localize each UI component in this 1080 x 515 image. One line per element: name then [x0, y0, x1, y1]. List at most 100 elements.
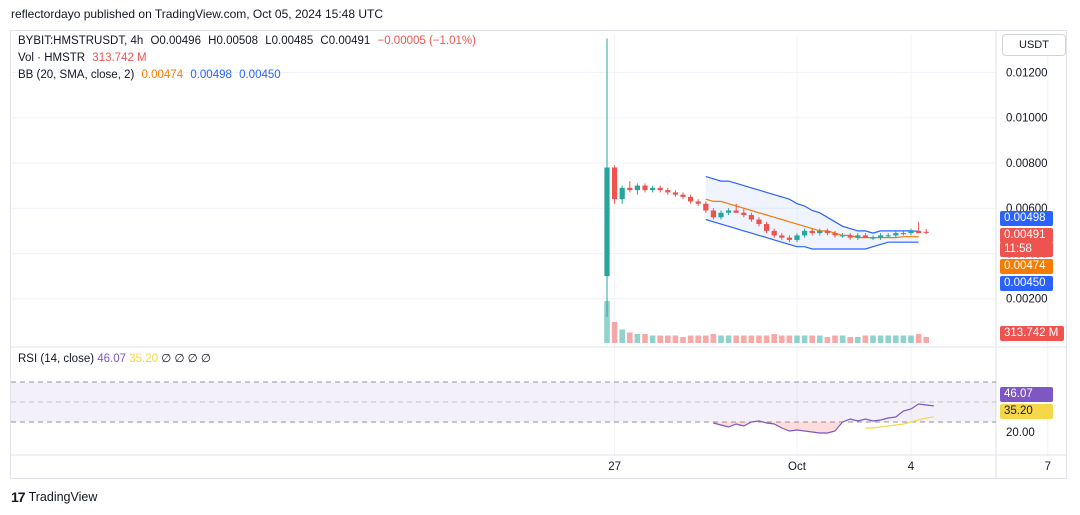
- volume-bar: [923, 337, 929, 343]
- candle-body: [855, 235, 861, 238]
- volume-bar: [847, 337, 853, 343]
- volume-bar: [832, 335, 838, 343]
- candle-body: [824, 230, 830, 234]
- candle-body: [786, 237, 792, 240]
- candle-body: [817, 230, 823, 234]
- volume-bar: [710, 334, 717, 343]
- candle-body: [718, 212, 724, 218]
- time-tick-label: 7: [1045, 461, 1051, 473]
- rsi-background: [11, 381, 996, 423]
- volume-bar: [763, 335, 770, 343]
- candle-body: [832, 233, 838, 236]
- volume-label: Vol · HMSTR: [18, 52, 86, 64]
- volume-bar: [824, 337, 831, 343]
- candle-body: [893, 233, 899, 236]
- bb-upper-value: 0.00498: [190, 69, 232, 81]
- tradingview-logo-icon: 17: [11, 489, 26, 505]
- candle-body: [604, 167, 610, 277]
- rsi-band-fill: [11, 382, 996, 422]
- volume-bar: [665, 335, 671, 343]
- candle-body: [802, 230, 808, 236]
- bb-legend: BB (20, SMA, close, 2) 0.00474 0.00498 0…: [18, 69, 285, 81]
- rsi-ma-value: 35.20: [129, 353, 159, 365]
- price-tick-label: 0.01200: [1006, 67, 1048, 79]
- volume-tag: 313.742 M: [1000, 326, 1064, 341]
- candle-body: [695, 201, 701, 204]
- bb-basis-value: 0.00474: [141, 69, 184, 81]
- volume-bar: [862, 335, 869, 343]
- candle-body: [627, 187, 633, 191]
- time-tick-label: 27: [608, 461, 621, 473]
- rsi-ma-line: [865, 416, 934, 429]
- volume-bar: [634, 334, 641, 343]
- price-tick-label: 0.00200: [1006, 294, 1048, 306]
- candle-body: [870, 237, 876, 239]
- time-tick-label: Oct: [788, 461, 807, 473]
- candle-body: [764, 224, 770, 231]
- candle-body: [885, 235, 891, 237]
- open-value: O0.00496: [150, 35, 201, 47]
- volume-bar: [817, 335, 823, 343]
- candle-body: [612, 167, 618, 200]
- volume-bar: [627, 332, 633, 343]
- volume-bar: [900, 335, 907, 343]
- rsi-line: [713, 403, 934, 434]
- rsi-legend: RSI (14, close) 46.07 35.20 ∅ ∅ ∅ ∅: [18, 351, 211, 365]
- volume-legend: Vol · HMSTR 313.742 M: [18, 52, 151, 64]
- time-tick-label: 4: [908, 461, 915, 473]
- candle-body: [779, 235, 785, 238]
- volume-bar: [779, 335, 785, 343]
- volume-bar: [687, 335, 694, 343]
- change-value: −0.00005 (−1.01%): [377, 35, 476, 47]
- candle-body: [726, 210, 732, 213]
- rsi-tag: 46.07: [1000, 387, 1053, 402]
- rsi-oversold-fill: [713, 422, 934, 433]
- volume-bar: [741, 335, 747, 343]
- bb-upper-tag: 0.00498: [1000, 211, 1053, 226]
- tradingview-brand[interactable]: 17 TradingView: [11, 489, 97, 505]
- rsi-lines: [713, 403, 934, 434]
- countdown-tag: 11:58: [1000, 242, 1053, 257]
- chart-frame: [10, 30, 1067, 479]
- volume-bars: [604, 301, 929, 343]
- candle-body: [703, 203, 709, 211]
- candle-body: [710, 210, 716, 218]
- currency-button[interactable]: USDT: [1002, 34, 1066, 56]
- volume-bar: [801, 335, 808, 343]
- volume-bar: [695, 335, 701, 343]
- candle-body: [741, 212, 747, 216]
- bb-basis-tag: 0.00474: [1000, 259, 1053, 274]
- volume-bar: [725, 335, 732, 343]
- candle-body: [878, 235, 884, 238]
- publisher-line: reflectordayo published on TradingView.c…: [11, 7, 383, 21]
- volume-bar: [794, 335, 800, 343]
- candle-body: [916, 230, 922, 234]
- volume-bar: [877, 335, 884, 343]
- volume-bar: [642, 334, 648, 343]
- candle-body: [840, 235, 846, 237]
- candle-body: [809, 230, 815, 234]
- candle-body: [756, 219, 762, 225]
- volume-bar: [718, 335, 724, 343]
- candle-body: [680, 194, 686, 197]
- bb-lower-tag: 0.00450: [1000, 276, 1053, 291]
- bb-lower-line: [705, 218, 919, 250]
- volume-bar: [703, 335, 709, 343]
- candle-body: [650, 187, 656, 191]
- candle-body: [688, 196, 694, 202]
- close-value: C0.00491: [320, 35, 371, 47]
- volume-bar: [786, 335, 793, 343]
- candle-body: [665, 190, 671, 193]
- volume-bar: [733, 335, 739, 343]
- candle-body: [619, 187, 625, 200]
- candle-body: [642, 185, 648, 191]
- pane-separator: [11, 30, 1066, 478]
- candle-body: [794, 235, 800, 240]
- brand-name: TradingView: [28, 490, 98, 504]
- candles: [604, 38, 929, 317]
- candle-body: [733, 210, 739, 213]
- volume-bar: [748, 335, 755, 343]
- volume-bar: [855, 337, 861, 343]
- rsi-extra: ∅ ∅ ∅ ∅: [161, 353, 211, 365]
- volume-bar: [604, 301, 610, 343]
